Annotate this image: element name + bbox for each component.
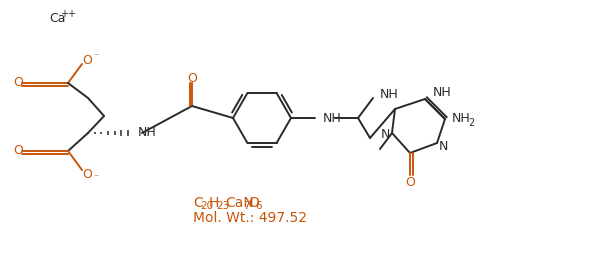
Text: H: H — [209, 196, 219, 210]
Text: 7: 7 — [243, 201, 250, 211]
Text: 2: 2 — [468, 118, 474, 128]
Text: NH: NH — [323, 111, 341, 124]
Text: C: C — [193, 196, 203, 210]
Text: O: O — [187, 72, 197, 85]
Text: O: O — [248, 196, 259, 210]
Text: NH: NH — [380, 88, 399, 102]
Text: N: N — [380, 128, 390, 140]
Text: O: O — [405, 176, 415, 189]
Text: NH: NH — [433, 86, 452, 99]
Text: O: O — [82, 168, 92, 181]
Text: ⁻: ⁻ — [94, 173, 99, 183]
Text: ⁻: ⁻ — [94, 52, 99, 62]
Text: NH: NH — [452, 112, 471, 126]
Text: 6: 6 — [255, 201, 261, 211]
Text: ++: ++ — [60, 9, 76, 19]
Text: Mol. Wt.: 497.52: Mol. Wt.: 497.52 — [193, 211, 307, 225]
Text: N: N — [438, 140, 448, 153]
Text: Ca: Ca — [49, 11, 65, 25]
Text: O: O — [82, 55, 92, 68]
Text: 23: 23 — [216, 201, 229, 211]
Text: CaN: CaN — [225, 196, 254, 210]
Text: O: O — [13, 145, 23, 157]
Text: O: O — [13, 76, 23, 90]
Text: 20: 20 — [200, 201, 213, 211]
Text: NH: NH — [138, 127, 157, 139]
